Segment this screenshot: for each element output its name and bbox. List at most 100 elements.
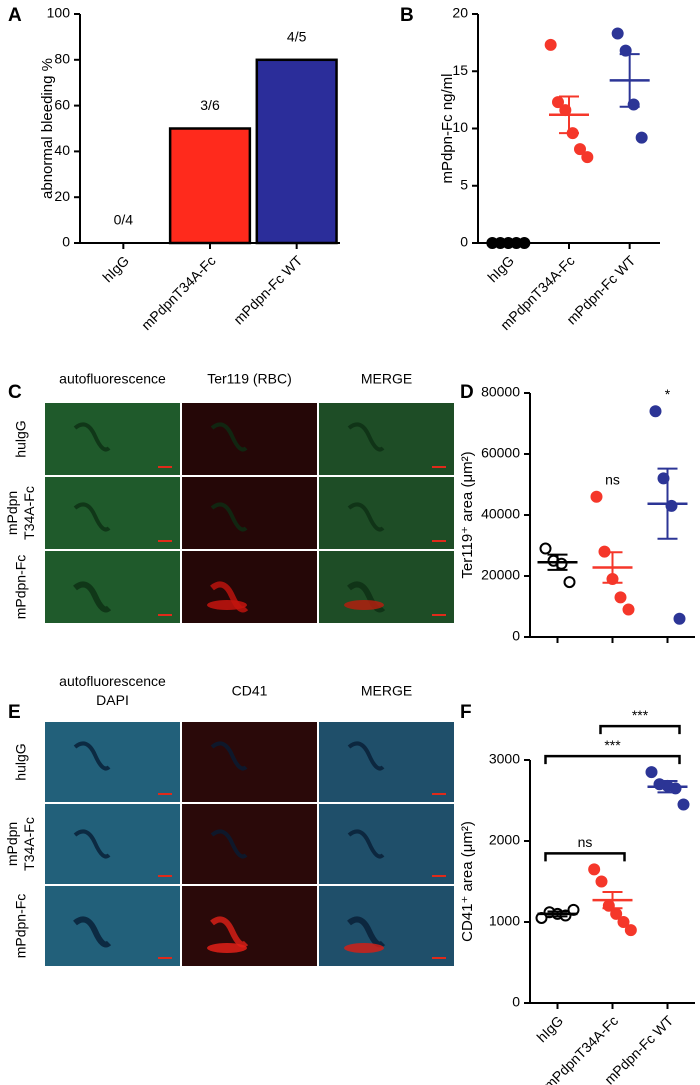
y-tick-label: 10: [452, 119, 468, 135]
vessel: [347, 581, 386, 613]
row-label: mPdpn-Fc: [13, 894, 29, 959]
data-point: [617, 916, 630, 928]
stain: [207, 600, 247, 610]
data-point: [677, 798, 690, 811]
panel-letter: B: [400, 5, 414, 26]
y-tick-label: 2000: [489, 832, 520, 848]
y-axis-label: CD41⁺ area (μm²): [459, 821, 476, 942]
vessel: [210, 422, 248, 452]
vessel: [210, 829, 248, 859]
data-point: [539, 542, 552, 555]
significance: *: [665, 386, 671, 402]
y-tick-label: 40: [54, 142, 70, 158]
data-point: [635, 131, 648, 144]
micrograph: [319, 551, 454, 623]
significance: ns: [578, 834, 593, 850]
column-header: CD41: [232, 683, 268, 699]
y-tick-label: 3000: [489, 751, 520, 767]
data-point: [581, 151, 594, 164]
bracket: [544, 754, 681, 765]
y-tick-label: 20000: [481, 567, 520, 583]
y-tick-label: 0: [512, 994, 520, 1010]
data-point: [574, 143, 586, 156]
micrograph: [182, 804, 317, 884]
panel-letter: D: [460, 382, 474, 403]
row-label: mPdpn: [4, 491, 20, 535]
data-point: [544, 38, 557, 51]
micrograph: [182, 477, 317, 549]
row-label: hulgG: [13, 743, 29, 780]
micrograph: [319, 804, 454, 884]
y-axis-label: mPdpn-Fc ng/ml: [439, 73, 456, 183]
vessel: [73, 422, 111, 452]
x-tick-label: mPdpn-Fc WT: [230, 252, 305, 327]
y-tick-label: 20: [54, 188, 70, 204]
bar: [255, 58, 338, 245]
significance: ***: [604, 737, 621, 753]
micrograph: [45, 477, 180, 549]
data-point: [649, 405, 662, 418]
row-label: T34A-Fc: [21, 817, 37, 871]
row-label: hulgG: [13, 420, 29, 457]
vessel: [347, 502, 385, 532]
row-label: mPdpn: [4, 822, 20, 866]
vessel: [210, 502, 248, 532]
bar-annotation: 4/5: [287, 29, 307, 45]
data-point: [552, 96, 564, 109]
row-label: mPdpn-Fc: [13, 555, 29, 620]
stain: [344, 943, 384, 953]
y-tick-label: 0: [460, 234, 468, 250]
y-tick-label: 60: [54, 96, 70, 112]
data-point: [645, 766, 658, 779]
data-point: [622, 603, 635, 616]
y-tick-label: 0: [512, 628, 520, 644]
column-header: DAPI: [96, 692, 129, 708]
data-point: [673, 612, 686, 625]
data-point: [624, 924, 637, 937]
micrograph: [45, 551, 180, 623]
significance: ***: [632, 707, 649, 723]
y-axis-label: abnormal bleeding %: [39, 58, 56, 199]
micrograph: [182, 886, 317, 966]
micrograph: [45, 804, 180, 884]
y-tick-label: 80000: [481, 384, 520, 400]
bracket: [544, 852, 626, 862]
data-point: [614, 591, 627, 604]
vessel: [347, 741, 385, 771]
x-tick-label: hIgG: [533, 1012, 566, 1045]
y-tick-label: 5: [460, 176, 468, 192]
micrograph: [45, 403, 180, 475]
micrograph: [319, 886, 454, 966]
stain: [207, 943, 247, 953]
y-tick-label: 40000: [481, 506, 520, 522]
vessel: [347, 916, 386, 948]
data-point: [595, 875, 608, 888]
data-point: [588, 863, 601, 876]
micrograph: [319, 722, 454, 802]
panel-letter: A: [8, 5, 22, 26]
vessel: [347, 422, 385, 452]
data-point: [563, 576, 576, 589]
column-header: MERGE: [361, 683, 412, 699]
vessel: [73, 502, 111, 532]
column-header: autofluorescence: [59, 371, 166, 387]
vessel: [73, 829, 111, 859]
y-tick-label: 0: [62, 234, 70, 250]
x-tick-label: mPdpnT34A-Fc: [138, 252, 219, 333]
vessel: [73, 741, 111, 771]
data-point: [590, 490, 603, 503]
micrograph: [319, 403, 454, 475]
y-tick-label: 100: [47, 5, 71, 21]
column-header: MERGE: [361, 371, 412, 387]
x-tick-label: hIgG: [484, 252, 517, 285]
micrograph: [182, 403, 317, 475]
column-header: Ter119 (RBC): [207, 371, 292, 387]
vessel: [73, 916, 112, 948]
y-tick-label: 15: [452, 62, 468, 78]
x-tick-label: hIgG: [99, 252, 132, 285]
bar-annotation: 0/4: [114, 212, 134, 228]
vessel: [347, 829, 385, 859]
y-axis-label: Ter119⁺ area (μm²): [459, 451, 476, 578]
panel-letter: C: [8, 382, 22, 403]
